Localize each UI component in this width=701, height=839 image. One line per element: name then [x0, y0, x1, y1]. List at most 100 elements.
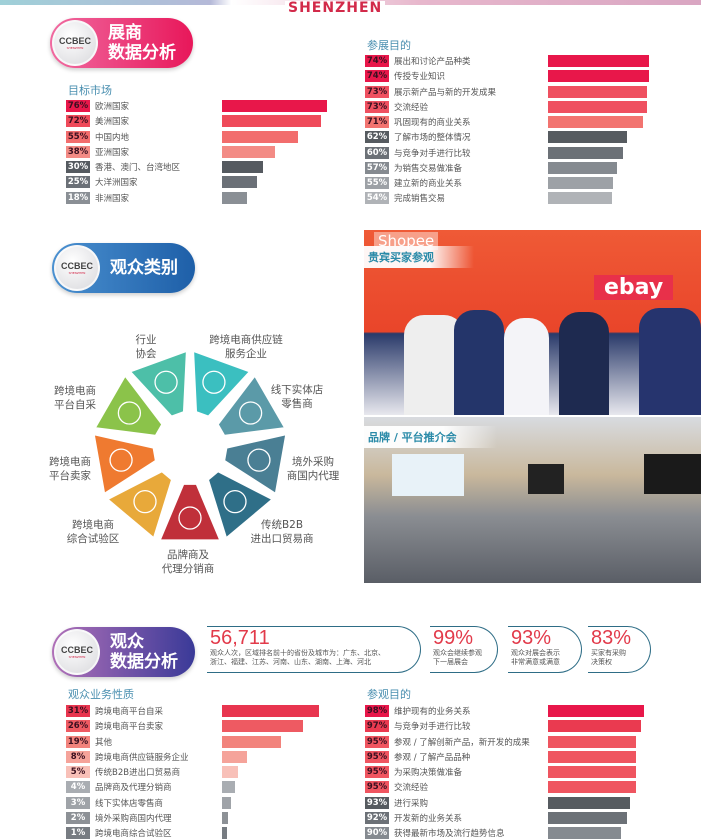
bar: [548, 70, 649, 83]
wheel-label: 跨境电商 平台自采: [54, 385, 96, 411]
wheel-label: 跨境电商 平台卖家: [49, 456, 91, 482]
percent-label: 25%: [66, 176, 90, 189]
wheel-label: 品牌商及 代理分销商: [161, 549, 215, 575]
category-label: 巩固现有的商业关系: [394, 118, 471, 128]
percent-label: 98%: [365, 705, 389, 717]
business-nature-title: 观众业务性质: [68, 688, 134, 701]
photo-caption: 贵宾买家参观: [364, 246, 474, 268]
percent-label: 97%: [365, 720, 389, 733]
wheel-label: 行业 协会: [135, 334, 157, 360]
bar-row: 18% 非洲国家: [66, 191, 129, 204]
display-screen: [644, 454, 701, 494]
visit-purpose-title: 参观目的: [367, 688, 411, 701]
bar-row: 55% 建立新的商业关系: [365, 177, 462, 189]
bar-row: 74% 传授专业知识: [365, 70, 445, 83]
bar-row: 57% 为销售交易做准备: [365, 161, 463, 174]
bar: [548, 705, 644, 717]
percent-label: 2%: [66, 811, 90, 824]
category-label: 为采购决策做准备: [394, 768, 463, 778]
category-label: 了解市场的整体情况: [394, 133, 471, 144]
category-label: 完成销售交易: [394, 194, 446, 205]
category-label: 跨境电商综合试验区: [95, 829, 172, 839]
bar-row: 62% 了解市场的整体情况: [365, 131, 471, 144]
category-label: 展出和讨论产品种类: [394, 57, 471, 67]
bar: [548, 796, 630, 809]
category-label: 进行采购: [394, 798, 429, 809]
stat-satisfaction: 93% 观众对展会表示 非常满意或满意: [508, 626, 582, 673]
bar-row: 25% 大洋洲国家: [66, 176, 138, 189]
category-label: 线下实体店零售商: [95, 798, 164, 809]
visitor-analysis-badge: CCBEC SHENZHEN 观众 数据分析: [52, 627, 195, 677]
bar: [548, 116, 644, 128]
photo-vip-buyers: Shopee ebay 贵宾买家参观: [364, 230, 701, 415]
bar: [548, 85, 648, 98]
bar-row: 3% 线下实体店零售商: [66, 796, 164, 809]
photo-brand-promotion: 品牌 / 平台推介会: [364, 417, 701, 583]
wheel-segment: [104, 469, 175, 541]
stat-decision-power: 83% 买家有采购 决策权: [588, 626, 651, 673]
bar-row: 98% 维护现有的业务关系: [365, 705, 471, 717]
bar: [222, 827, 227, 839]
person-figure: [454, 310, 504, 415]
bar: [548, 827, 622, 839]
percent-label: 72%: [66, 115, 90, 128]
category-label: 品牌商及代理分销商: [95, 783, 172, 794]
presentation-screen: [392, 454, 464, 496]
bar: [548, 192, 612, 205]
wheel-segment: [91, 432, 158, 497]
badge-title-line1: 观众: [110, 632, 144, 652]
person-figure: [639, 308, 701, 415]
bar-row: 95% 参观 / 了解产品品种: [365, 750, 471, 763]
wheel-label: 传统B2B 进出口贸易商: [250, 519, 314, 545]
ccbec-logo: CCBEC SHENZHEN: [54, 245, 100, 291]
bar-row: 5% 传统B2B进出口贸易商: [66, 766, 180, 778]
category-label: 中国内地: [95, 132, 130, 143]
bar: [222, 811, 229, 824]
percent-label: 57%: [365, 161, 389, 174]
storefront-icon: [238, 401, 263, 425]
percent-label: 55%: [365, 177, 389, 189]
category-label: 建立新的商业关系: [394, 179, 463, 189]
bar: [548, 161, 618, 174]
category-label: 欧洲国家: [95, 102, 130, 112]
bar: [222, 161, 264, 173]
category-label: 为销售交易做准备: [394, 163, 463, 174]
stat-number: 56,711: [210, 627, 270, 649]
bar: [222, 705, 319, 717]
category-label: 其他: [95, 737, 113, 748]
stat-visitors: 56,711 观众人次，区域排名前十的省份及城市为：广东、北京、 浙江、福建、江苏…: [207, 626, 421, 673]
bar-row: 2% 境外采购商国内代理: [66, 811, 172, 824]
bar-row: 76% 欧洲国家: [66, 100, 129, 112]
wheel-label: 跨境电商 综合试验区: [66, 519, 120, 545]
category-label: 亚洲国家: [95, 147, 130, 158]
bar: [548, 781, 636, 794]
percent-label: 4%: [66, 781, 90, 794]
category-label: 跨境电商平台卖家: [95, 722, 164, 733]
percent-label: 30%: [66, 161, 90, 173]
bar: [548, 131, 627, 144]
percent-label: 95%: [365, 735, 389, 748]
bar: [548, 766, 636, 778]
exhibitor-analysis-badge: CCBEC SHENZHEN 展商 数据分析: [50, 18, 193, 68]
percent-label: 1%: [66, 827, 90, 839]
photo-caption: 品牌 / 平台推介会: [364, 426, 497, 448]
percent-label: 74%: [365, 70, 389, 83]
bar: [222, 115, 322, 128]
wheel-label: 线下实体店 零售商: [270, 384, 324, 410]
bar: [548, 100, 648, 113]
category-label: 参观 / 了解产品品种: [394, 752, 471, 763]
category-label: 大洋洲国家: [95, 178, 138, 189]
percent-label: 60%: [365, 146, 389, 159]
bar-row: 73% 交流经验: [365, 100, 428, 113]
percent-label: 73%: [365, 100, 389, 113]
percent-label: 55%: [66, 130, 90, 143]
handshake-globe-icon: [202, 370, 226, 394]
category-label: 跨境电商供应链服务企业: [95, 752, 189, 763]
bar: [222, 796, 232, 809]
category-label: 与竞争对手进行比较: [394, 722, 471, 733]
percent-label: 18%: [66, 191, 90, 204]
percent-label: 8%: [66, 750, 90, 763]
stat-return-rate: 99% 观众会继续参观 下一届展会: [430, 626, 498, 673]
bar: [222, 145, 275, 158]
ccbec-logo: CCBEC SHENZHEN: [54, 629, 100, 675]
